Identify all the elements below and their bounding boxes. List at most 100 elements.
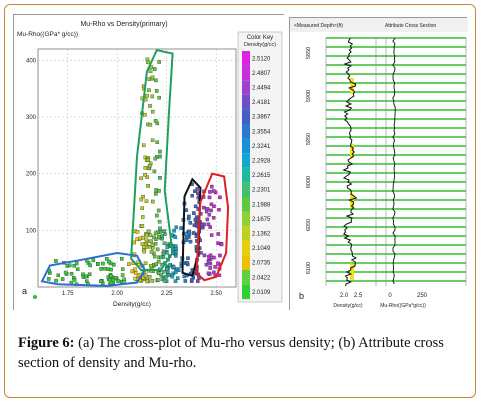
data-point xyxy=(96,262,100,266)
data-point xyxy=(88,263,92,268)
data-point xyxy=(196,191,200,195)
data-point xyxy=(162,241,167,246)
data-point xyxy=(209,233,214,237)
data-point xyxy=(219,242,224,247)
data-point xyxy=(162,229,167,233)
x-axis-label: Density(g/cc) xyxy=(113,301,151,308)
data-point xyxy=(116,279,120,283)
data-point xyxy=(188,221,193,225)
data-point xyxy=(107,259,111,264)
color-key-value: 2.3554 xyxy=(252,129,271,135)
data-point xyxy=(56,273,61,278)
data-point xyxy=(87,272,92,276)
data-point xyxy=(139,197,144,202)
y-tick-label: 100 xyxy=(26,228,37,234)
data-point xyxy=(162,279,167,283)
data-point xyxy=(120,273,125,277)
data-point xyxy=(156,208,161,213)
density-trace xyxy=(342,37,358,287)
data-point xyxy=(161,249,166,254)
data-point xyxy=(101,261,105,266)
color-key-value: 2.3241 xyxy=(252,144,271,150)
data-point xyxy=(114,276,118,280)
color-key-swatch xyxy=(242,182,250,197)
data-point xyxy=(193,204,198,209)
data-point xyxy=(205,207,210,211)
data-point xyxy=(174,254,178,258)
data-point xyxy=(155,140,160,145)
depth-ticks: 5850 5900 5950 6000 6050 6100 2.0 2.5 0 250 xyxy=(306,47,428,299)
header-depth: <Measured Depth>(ft) xyxy=(294,23,343,29)
data-point xyxy=(121,267,125,271)
data-point xyxy=(174,250,178,255)
data-point xyxy=(99,267,103,271)
depth-tick-label: 5950 xyxy=(306,133,312,145)
data-point xyxy=(187,214,191,219)
color-key-swatch xyxy=(242,197,250,212)
data-point xyxy=(153,119,158,123)
data-point xyxy=(157,189,161,193)
data-point xyxy=(153,241,158,246)
data-point xyxy=(206,259,211,264)
data-point xyxy=(150,75,155,80)
data-point xyxy=(188,239,193,244)
data-point xyxy=(185,234,189,239)
color-key-value: 2.0735 xyxy=(252,261,271,267)
color-key-swatch xyxy=(242,211,250,227)
data-point xyxy=(143,261,148,265)
data-point xyxy=(153,231,158,236)
color-key-value: 2.1362 xyxy=(252,232,271,238)
data-point xyxy=(141,235,145,240)
color-key-value: 2.0422 xyxy=(252,275,271,281)
data-point xyxy=(204,262,209,267)
data-point xyxy=(146,229,151,234)
data-point xyxy=(175,276,180,280)
cluster-outline-black xyxy=(181,177,202,277)
data-point xyxy=(150,109,155,114)
data-point xyxy=(122,277,126,282)
data-point xyxy=(173,279,178,283)
cluster-outline-green xyxy=(130,48,174,271)
data-point xyxy=(209,202,214,207)
data-point xyxy=(159,255,163,260)
data-point xyxy=(156,271,161,276)
color-key-swatch xyxy=(242,284,250,300)
color-key-value: 2.3867 xyxy=(252,115,271,121)
data-point xyxy=(190,193,195,198)
data-point xyxy=(212,204,216,208)
data-point xyxy=(151,246,155,250)
data-point xyxy=(109,274,113,278)
data-point xyxy=(211,216,216,220)
color-key-value: 2.1988 xyxy=(252,202,271,208)
data-point xyxy=(161,269,166,274)
color-key-value: 2.2928 xyxy=(252,159,271,165)
color-key-swatch xyxy=(242,240,250,256)
color-key-swatch xyxy=(242,270,250,285)
data-point xyxy=(174,246,178,251)
panel-b-letter: b xyxy=(299,291,304,301)
data-point xyxy=(54,259,58,263)
data-point xyxy=(148,233,153,238)
data-point xyxy=(158,226,162,231)
data-point xyxy=(154,192,158,196)
data-point xyxy=(194,215,199,219)
data-point xyxy=(127,262,131,266)
data-point xyxy=(145,93,149,98)
data-point xyxy=(144,199,149,203)
color-key-swatch xyxy=(242,138,250,154)
data-point xyxy=(206,271,211,276)
data-point xyxy=(195,187,200,191)
panel-a-crossplot: Mu-Rho vs Density(primary) Mu-Rho((GPa* … xyxy=(13,14,285,311)
data-point xyxy=(165,250,169,255)
data-point xyxy=(149,250,154,254)
data-point xyxy=(146,184,150,188)
crossplot-svg: Mu-Rho vs Density(primary) Mu-Rho((GPa* … xyxy=(14,15,285,311)
data-point xyxy=(84,274,88,279)
data-point xyxy=(183,279,188,283)
depth-tick-label: 6100 xyxy=(306,262,312,274)
color-key-value: 2.0109 xyxy=(252,290,271,296)
data-point xyxy=(147,275,152,279)
color-key-value: 2.2301 xyxy=(252,188,271,194)
data-point xyxy=(141,275,146,280)
depth-tick-label: 6050 xyxy=(306,219,312,231)
